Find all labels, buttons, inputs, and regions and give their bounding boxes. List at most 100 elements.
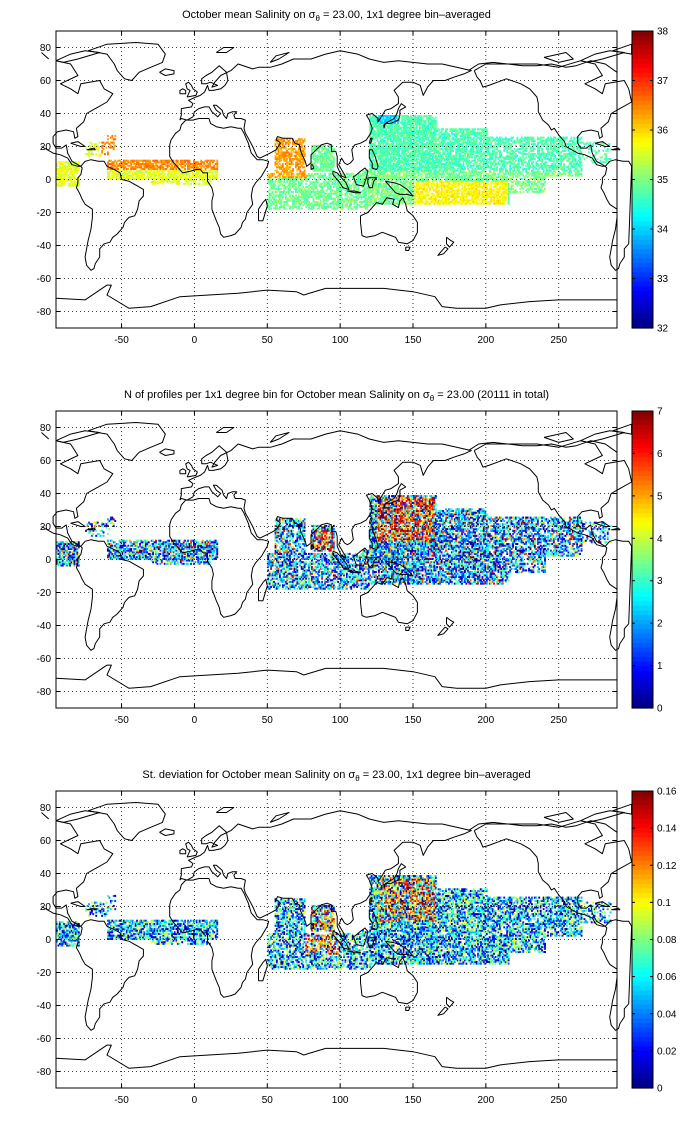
data-cell [357,196,360,199]
data-cell [343,187,345,190]
data-cell [70,184,73,187]
data-cell [276,163,278,166]
data-cell [462,156,465,159]
data-cell [386,118,389,121]
data-cell [325,199,328,202]
data-cell [324,144,326,147]
data-cell [389,171,392,174]
data-cell [73,169,76,172]
data-cell [389,164,392,167]
data-cell [385,149,388,152]
data-cell [375,144,377,147]
data-cell [281,139,284,142]
data-cell [418,200,421,203]
data-cell [388,159,391,162]
data-cell [319,174,322,177]
data-cell [143,164,146,167]
data-cell [213,174,216,177]
data-cell [369,191,372,194]
data-cell [312,168,315,171]
data-cell [328,197,331,200]
data-cell [112,141,115,144]
data-cell [408,123,411,126]
data-cell [293,158,296,161]
data-cell [437,199,440,202]
data-cell [459,166,462,169]
data-cell [136,159,138,162]
data-cell [316,181,319,184]
data-cell [380,177,383,180]
data-cell [324,161,326,164]
data-cell [424,176,427,179]
data-cell [388,186,391,189]
data-cell [379,174,382,177]
data-cell [64,168,67,171]
data-cell [311,181,313,184]
data-cell [391,159,393,162]
data-cell [385,120,388,123]
data-cell [281,169,284,172]
data-cell [402,194,405,197]
data-cell [166,181,169,184]
data-cell [124,177,127,180]
data-cell [290,171,293,174]
data-cell [382,151,385,154]
data-cell [328,163,331,166]
data-cell [174,177,176,180]
data-cell [459,130,462,133]
data-cell [280,200,283,203]
data-cell [344,177,347,180]
data-cell [139,163,141,166]
data-cell [153,171,156,174]
data-cell [394,186,396,189]
data-cell [389,149,392,152]
data-cell [458,172,461,175]
data-cell [465,187,468,190]
data-cell [354,200,357,203]
data-cell [408,153,411,156]
data-cell [415,181,418,184]
data-cell [440,179,443,182]
data-cell [322,197,325,200]
data-cell [388,146,391,149]
data-cell [456,158,459,161]
data-cell [188,163,191,166]
data-cell [127,174,130,177]
data-cell [448,177,450,180]
data-cell [267,207,270,210]
data-cell [386,164,389,167]
data-cell [341,187,344,190]
data-cell [458,144,461,147]
data-cell [125,168,128,171]
data-cell [430,199,433,202]
data-cell [153,166,156,169]
data-cell [321,191,324,194]
data-cell [446,197,449,200]
data-cell [286,158,289,161]
data-cell [392,153,395,156]
data-cell [297,181,300,184]
data-cell [312,154,315,157]
data-cell [394,123,396,126]
data-cell [382,138,385,141]
data-cell [295,202,297,205]
data-cell [277,189,280,192]
data-cell [107,171,109,174]
data-cell [414,163,417,166]
data-cell [385,116,388,119]
data-cell [379,169,382,172]
data-cell [70,181,73,184]
data-cell [318,184,321,187]
data-cell [417,158,420,161]
data-cell [398,171,401,174]
data-cell [395,184,398,187]
data-cell [373,174,376,177]
data-cell [461,158,463,161]
data-cell [337,182,340,185]
data-cell [465,179,468,182]
data-cell [209,159,211,162]
data-cell [287,153,290,156]
data-cell [370,172,373,175]
data-cell [318,205,321,208]
data-cell [331,159,334,162]
